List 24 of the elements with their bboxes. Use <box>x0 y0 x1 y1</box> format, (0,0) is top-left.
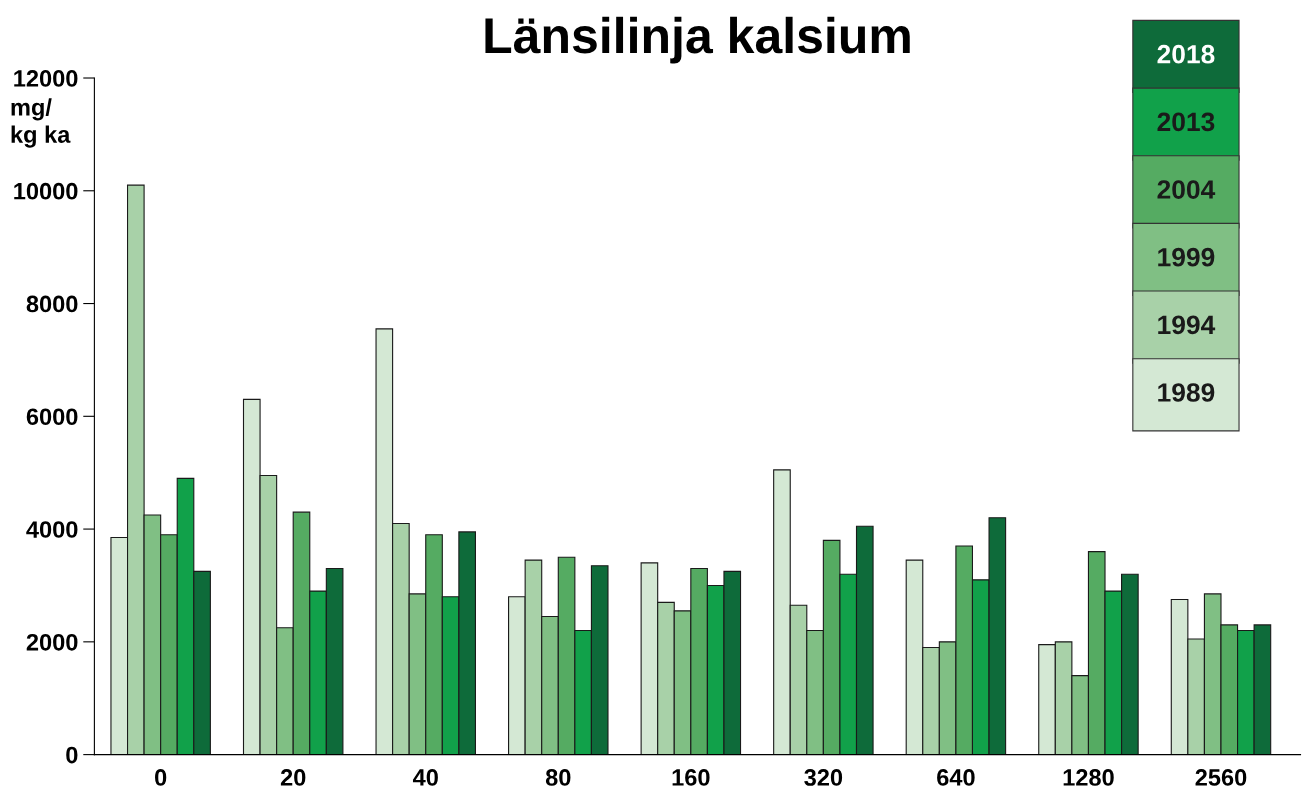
x-tick-label: 0 <box>155 769 167 786</box>
text: 1999 <box>1158 247 1215 267</box>
y-tick-label: 6000 <box>26 408 78 426</box>
y-tick-label: 12000 <box>14 70 78 87</box>
text: 2018 <box>1157 44 1215 64</box>
chart-title: Länsilinja kalsium <box>485 16 910 64</box>
text: 1989 <box>1158 383 1215 402</box>
y-tick-label: 10000 <box>14 182 78 200</box>
y-tick-label: 8000 <box>26 295 78 313</box>
x-tick-label: 160 <box>672 769 710 786</box>
x-tick-label: 640 <box>937 769 975 786</box>
text: 2013 <box>1157 112 1215 132</box>
x-tick-label: 40 <box>412 769 438 786</box>
x-tick-label: 320 <box>804 769 843 786</box>
x-tick-label: 1280 <box>1063 769 1114 786</box>
y-tick-label: 0 <box>66 746 78 764</box>
text: 2004 <box>1157 180 1216 199</box>
x-tick-label: 20 <box>280 769 306 786</box>
y-tick-label: 4000 <box>26 521 78 538</box>
x-tick-label: 80 <box>545 769 571 786</box>
x-tick-label: 2560 <box>1195 769 1247 786</box>
text: 1994 <box>1158 315 1216 335</box>
y-axis-title: mg/ kg ka <box>11 98 71 148</box>
y-tick-label: 2000 <box>26 633 78 651</box>
